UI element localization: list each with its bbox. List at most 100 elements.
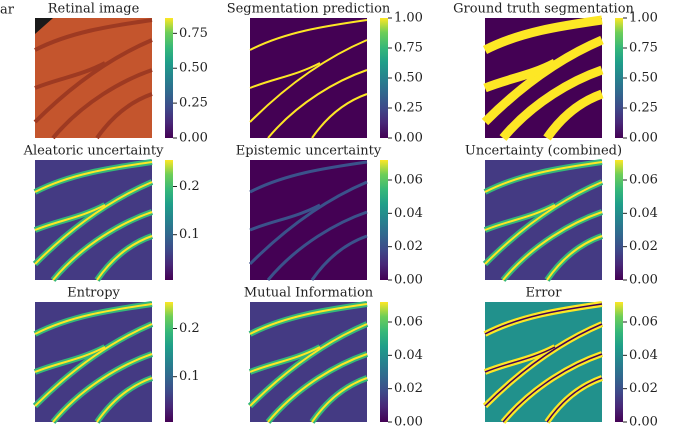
vessel [483, 58, 558, 93]
colorbar-tick-label: 1.00 [629, 11, 658, 26]
panel-title: Uncertainty (combined) [465, 144, 622, 159]
image [33, 18, 153, 140]
vessel [52, 211, 153, 281]
colorbar-tick-label: 0.2 [179, 321, 200, 336]
vessel [502, 211, 603, 281]
vessel [249, 160, 368, 194]
vessel [484, 303, 603, 335]
colorbar-tick-label: 0.02 [394, 381, 423, 396]
vessel [249, 303, 368, 335]
vessel [502, 353, 603, 423]
vessel [543, 89, 604, 141]
colorbar [165, 18, 173, 138]
panel-title: Error [526, 286, 563, 301]
colorbar-tick-label: 0.00 [394, 131, 423, 146]
panel-title: Aleatoric uncertainty [23, 144, 164, 159]
colorbar-tick-label: 0.06 [394, 173, 423, 188]
vessel [266, 210, 368, 281]
vessel [51, 68, 153, 140]
vessel [484, 181, 603, 265]
vessel [249, 39, 368, 123]
image [482, 159, 604, 282]
vessel [34, 161, 153, 193]
colorbar-tick-label: 0.06 [394, 315, 423, 330]
vessel [481, 35, 604, 126]
colorbar [615, 160, 623, 280]
vessel [96, 235, 153, 281]
colorbar-tick-label: 0.50 [629, 71, 658, 86]
image [249, 18, 368, 139]
panel-title: Retinal image [48, 2, 140, 17]
vessel [34, 323, 153, 407]
panel-title: Ground truth segmentation [453, 2, 634, 17]
colorbar-tick-label: 0.1 [179, 369, 200, 384]
vessel [249, 346, 321, 373]
colorbar-tick-label: 0.04 [394, 348, 423, 363]
colorbar-tick-label: 0.04 [629, 206, 658, 221]
vessel [34, 346, 106, 373]
vessel [499, 65, 604, 141]
colorbar-tick-label: 0.2 [179, 179, 200, 194]
vessel [484, 204, 556, 231]
vessel [482, 15, 603, 55]
colorbar-tick-label: 1.00 [394, 11, 423, 26]
colorbar-tick-label: 0.25 [394, 101, 423, 116]
vessel [96, 377, 153, 423]
vessel [249, 62, 321, 89]
colorbar-tick-label: 0.00 [394, 415, 423, 430]
panel-title: Epistemic uncertainty [236, 144, 382, 159]
colorbar-tick-label: 0.75 [179, 26, 208, 41]
vessel [34, 181, 153, 265]
image [247, 301, 369, 424]
colorbar-tick-label: 0.50 [394, 71, 423, 86]
vessel [310, 234, 368, 281]
colorbar-tick-label: 0.02 [394, 239, 423, 254]
vessel [546, 235, 603, 281]
colorbar-tick-label: 0.00 [179, 131, 208, 146]
vessel [484, 323, 603, 407]
colorbar-tick-label: 0.75 [394, 41, 423, 56]
image [481, 15, 604, 141]
vessel [546, 377, 603, 423]
vessel [484, 161, 603, 193]
colorbar-tick-label: 0.75 [629, 41, 658, 56]
colorbar [380, 160, 388, 280]
vessel [34, 61, 106, 90]
vessel [33, 38, 153, 124]
vessel [249, 19, 368, 51]
corner-text: ar [0, 3, 15, 18]
colorbar-tick-label: 0.25 [629, 101, 658, 116]
vessel [248, 180, 368, 266]
vessel [484, 346, 556, 373]
vessel [249, 323, 368, 407]
colorbar-tick-label: 0.00 [394, 273, 423, 288]
colorbar-tick-label: 0.06 [629, 173, 658, 188]
colorbar [165, 302, 173, 422]
vessel [52, 353, 153, 423]
image [248, 160, 368, 281]
colorbar-tick-label: 0.02 [629, 239, 658, 254]
panel-title: Entropy [67, 286, 120, 301]
vessel [267, 353, 368, 423]
colorbar [615, 302, 623, 422]
vessel [311, 93, 368, 139]
panel-title: Mutual Information [244, 286, 374, 301]
colorbar [380, 302, 388, 422]
colorbar-tick-label: 0.00 [629, 273, 658, 288]
panel-title: Segmentation prediction [227, 2, 391, 17]
colorbar-tick-label: 0.25 [179, 96, 208, 111]
colorbar-tick-label: 0.06 [629, 315, 658, 330]
colorbar-tick-label: 0.00 [629, 415, 658, 430]
colorbar-tick-label: 0.04 [394, 206, 423, 221]
colorbar-tick-label: 0.50 [179, 61, 208, 76]
image [482, 301, 604, 424]
vessel [34, 303, 153, 335]
colorbar-tick-label: 0.02 [629, 381, 658, 396]
colorbar-tick-label: 0.1 [179, 227, 200, 242]
colorbar [380, 18, 388, 138]
vessel [311, 377, 368, 423]
vessel [34, 204, 106, 231]
image-corner [35, 18, 53, 34]
image [32, 159, 154, 282]
